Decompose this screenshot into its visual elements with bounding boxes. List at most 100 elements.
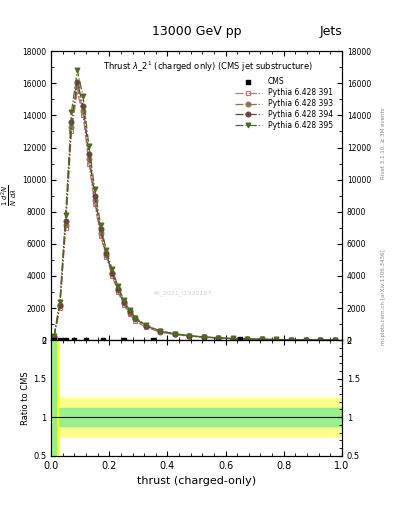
Pythia 6.428 391 bbox=[86, 160, 91, 166]
Pythia 6.428 393 bbox=[81, 108, 85, 114]
CMS bbox=[121, 336, 127, 344]
Pythia 6.428 393 bbox=[173, 331, 177, 337]
Pythia 6.428 395 bbox=[158, 328, 163, 334]
Text: 13000 GeV pp: 13000 GeV pp bbox=[152, 25, 241, 38]
Pythia 6.428 395 bbox=[173, 331, 177, 337]
Pythia 6.428 395 bbox=[303, 337, 308, 343]
Pythia 6.428 394 bbox=[75, 79, 80, 85]
Text: Jets: Jets bbox=[319, 25, 342, 38]
Pythia 6.428 391 bbox=[231, 335, 235, 342]
Pythia 6.428 394 bbox=[86, 151, 91, 157]
Pythia 6.428 394 bbox=[133, 315, 138, 322]
Pythia 6.428 391 bbox=[75, 88, 80, 94]
Pythia 6.428 393 bbox=[289, 336, 294, 343]
Text: mcplots.cern.ch [arXiv:1306.3436]: mcplots.cern.ch [arXiv:1306.3436] bbox=[381, 249, 386, 345]
Pythia 6.428 395 bbox=[81, 93, 85, 99]
Pythia 6.428 394 bbox=[81, 103, 85, 109]
Pythia 6.428 395 bbox=[318, 337, 323, 343]
Pythia 6.428 394 bbox=[303, 337, 308, 343]
Pythia 6.428 395 bbox=[116, 283, 120, 289]
Pythia 6.428 394 bbox=[98, 226, 103, 232]
Pythia 6.428 391 bbox=[116, 289, 120, 295]
Pythia 6.428 393 bbox=[202, 334, 206, 340]
Pythia 6.428 391 bbox=[260, 336, 264, 343]
Pythia 6.428 394 bbox=[121, 298, 126, 305]
Pythia 6.428 395 bbox=[332, 337, 337, 343]
Pythia 6.428 393 bbox=[133, 316, 138, 323]
Pythia 6.428 394 bbox=[92, 193, 97, 199]
Line: Pythia 6.428 395: Pythia 6.428 395 bbox=[51, 68, 337, 343]
Pythia 6.428 391 bbox=[57, 305, 62, 311]
Pythia 6.428 395 bbox=[274, 336, 279, 343]
Pythia 6.428 394 bbox=[127, 308, 132, 314]
Pythia 6.428 391 bbox=[245, 336, 250, 342]
Pythia 6.428 395 bbox=[260, 336, 264, 342]
Pythia 6.428 391 bbox=[110, 273, 114, 279]
Pythia 6.428 394 bbox=[318, 337, 323, 343]
Y-axis label: $\frac{1}{N}\frac{d^2N}{d\lambda}$: $\frac{1}{N}\frac{d^2N}{d\lambda}$ bbox=[0, 185, 19, 206]
Pythia 6.428 393 bbox=[143, 324, 148, 330]
Pythia 6.428 394 bbox=[104, 250, 109, 257]
Pythia 6.428 395 bbox=[121, 297, 126, 303]
Pythia 6.428 393 bbox=[92, 198, 97, 204]
Pythia 6.428 391 bbox=[63, 225, 68, 231]
Pythia 6.428 395 bbox=[231, 335, 235, 342]
Pythia 6.428 394 bbox=[202, 334, 206, 340]
Pythia 6.428 394 bbox=[332, 337, 337, 343]
Pythia 6.428 391 bbox=[98, 233, 103, 239]
Text: 46_2021_I1920187: 46_2021_I1920187 bbox=[152, 290, 211, 295]
Line: Pythia 6.428 391: Pythia 6.428 391 bbox=[51, 89, 337, 343]
Pythia 6.428 393 bbox=[121, 300, 126, 306]
Pythia 6.428 391 bbox=[158, 329, 163, 335]
Pythia 6.428 395 bbox=[216, 335, 221, 341]
Pythia 6.428 395 bbox=[51, 333, 56, 339]
Pythia 6.428 395 bbox=[104, 247, 109, 253]
Pythia 6.428 393 bbox=[110, 271, 114, 278]
Pythia 6.428 393 bbox=[57, 303, 62, 309]
Pythia 6.428 391 bbox=[92, 201, 97, 207]
Pythia 6.428 391 bbox=[133, 318, 138, 324]
Pythia 6.428 393 bbox=[274, 336, 279, 343]
Pythia 6.428 394 bbox=[173, 331, 177, 337]
Y-axis label: Ratio to CMS: Ratio to CMS bbox=[21, 371, 30, 425]
CMS bbox=[51, 336, 57, 344]
Pythia 6.428 393 bbox=[318, 337, 323, 343]
Pythia 6.428 395 bbox=[110, 266, 114, 272]
Pythia 6.428 394 bbox=[57, 302, 62, 308]
Pythia 6.428 391 bbox=[332, 337, 337, 343]
Pythia 6.428 393 bbox=[127, 310, 132, 316]
Pythia 6.428 395 bbox=[92, 186, 97, 193]
Pythia 6.428 394 bbox=[69, 119, 74, 125]
Pythia 6.428 393 bbox=[104, 252, 109, 258]
Pythia 6.428 395 bbox=[86, 143, 91, 149]
Pythia 6.428 394 bbox=[231, 335, 235, 342]
CMS bbox=[57, 336, 63, 344]
Pythia 6.428 393 bbox=[63, 222, 68, 228]
Pythia 6.428 393 bbox=[231, 335, 235, 342]
Pythia 6.428 394 bbox=[274, 336, 279, 343]
Pythia 6.428 394 bbox=[110, 270, 114, 276]
CMS bbox=[150, 336, 156, 344]
CMS bbox=[62, 336, 69, 344]
Pythia 6.428 391 bbox=[69, 129, 74, 135]
Pythia 6.428 394 bbox=[216, 335, 221, 341]
Pythia 6.428 393 bbox=[86, 156, 91, 162]
Pythia 6.428 391 bbox=[121, 302, 126, 308]
Pythia 6.428 394 bbox=[187, 333, 192, 339]
Pythia 6.428 391 bbox=[289, 337, 294, 343]
Pythia 6.428 391 bbox=[274, 336, 279, 343]
Pythia 6.428 394 bbox=[245, 336, 250, 342]
Pythia 6.428 394 bbox=[63, 218, 68, 224]
Pythia 6.428 393 bbox=[245, 336, 250, 342]
Line: Pythia 6.428 393: Pythia 6.428 393 bbox=[51, 84, 337, 343]
Pythia 6.428 395 bbox=[289, 336, 294, 343]
Pythia 6.428 393 bbox=[158, 329, 163, 335]
Pythia 6.428 395 bbox=[63, 212, 68, 218]
Pythia 6.428 391 bbox=[173, 331, 177, 337]
Pythia 6.428 395 bbox=[202, 334, 206, 340]
Pythia 6.428 395 bbox=[143, 322, 148, 328]
Line: Pythia 6.428 394: Pythia 6.428 394 bbox=[51, 79, 337, 343]
Pythia 6.428 394 bbox=[143, 323, 148, 329]
Pythia 6.428 393 bbox=[69, 123, 74, 130]
Pythia 6.428 391 bbox=[318, 337, 323, 343]
